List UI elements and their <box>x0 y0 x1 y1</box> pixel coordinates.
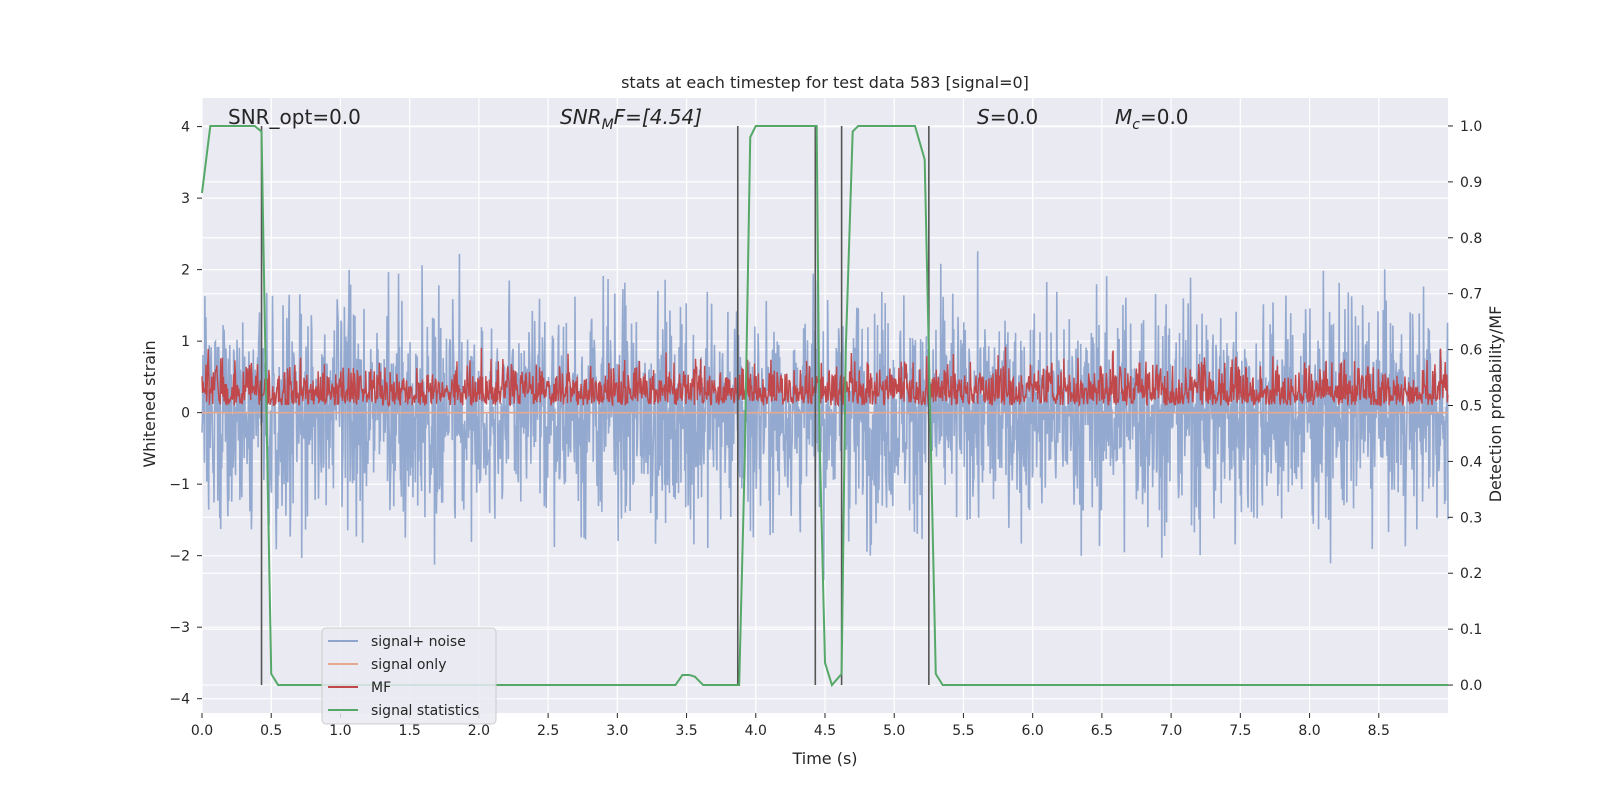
x-tick-label: 8.5 <box>1368 723 1390 739</box>
x-tick-label: 7.5 <box>1229 723 1251 739</box>
series-signal-noise-line <box>201 251 1449 581</box>
y2-tick-label: 0.5 <box>1460 399 1482 415</box>
legend-label-signal-statistics: signal statistics <box>371 703 479 719</box>
x-tick-label: 6.5 <box>1091 723 1113 739</box>
y-tick-label: 4 <box>181 120 190 136</box>
y-tick-label: 3 <box>181 191 190 207</box>
legend-label-mf: MF <box>371 680 391 696</box>
y-tick-label: 2 <box>181 263 190 279</box>
y-tick-label: −4 <box>169 692 190 708</box>
x-tick-label: 0.5 <box>260 723 282 739</box>
x-tick-label: 5.0 <box>883 723 905 739</box>
x-tick-label: 7.0 <box>1160 723 1182 739</box>
x-tick-label: 1.5 <box>399 723 421 739</box>
legend-label-signal-only: signal only <box>371 657 446 673</box>
y-axis-left: −4 −3 −2 −1 0 1 2 3 4 <box>169 120 202 708</box>
annotation-s: S=0.0 <box>977 105 1038 129</box>
x-tick-label: 8.0 <box>1298 723 1320 739</box>
y-tick-label: −2 <box>169 549 190 565</box>
legend-box <box>321 627 497 725</box>
x-axis-label: Time (s) <box>791 749 857 768</box>
x-axis: 0.0 0.5 1.0 1.5 2.0 2.5 3.0 3.5 4.0 4.5 5.0 5.5 6.0 6… <box>191 713 1390 739</box>
y2-tick-label: 0.8 <box>1460 231 1482 247</box>
x-tick-label: 3.5 <box>675 723 697 739</box>
signal-statistics-series <box>201 124 1448 688</box>
series-signal-statistics-line <box>201 124 1448 688</box>
y2-tick-label: 0.6 <box>1460 343 1482 359</box>
y2-axis-label: Detection probability/MF <box>1486 306 1505 503</box>
series-mf-line <box>201 346 1449 408</box>
x-tick-label: 4.0 <box>745 723 767 739</box>
y2-tick-label: 0.1 <box>1460 622 1482 638</box>
annotation-snr-mf: SNRMF=[4.54] <box>560 105 702 133</box>
x-tick-label: 0.0 <box>191 723 213 739</box>
vertical-lines <box>260 125 930 686</box>
y2-tick-label: 1.0 <box>1460 119 1482 135</box>
legend: signal+ noise signal only MF signal stat… <box>321 627 497 725</box>
x-tick-label: 2.5 <box>537 723 559 739</box>
y2-tick-label: 0.3 <box>1460 510 1482 526</box>
x-tick-label: 3.0 <box>606 723 628 739</box>
x-tick-label: 4.5 <box>814 723 836 739</box>
y2-tick-label: 0.7 <box>1460 287 1482 303</box>
x-tick-label: 5.5 <box>952 723 974 739</box>
y-axis-label: Whitened strain <box>140 340 159 467</box>
mf-series <box>201 346 1449 408</box>
x-tick-label: 2.0 <box>468 723 490 739</box>
legend-label-noise: signal+ noise <box>371 634 466 650</box>
y-tick-label: −1 <box>169 477 190 493</box>
y2-tick-label: 0.4 <box>1460 454 1482 470</box>
y2-tick-label: 0.2 <box>1460 566 1482 582</box>
y-tick-label: 0 <box>181 406 190 422</box>
x-tick-label: 1.0 <box>329 723 351 739</box>
x-tick-label: 6.0 <box>1022 723 1044 739</box>
annotation-mc: Mc=0.0 <box>1115 105 1189 133</box>
y2-tick-label: 0.0 <box>1460 678 1482 694</box>
y-tick-label: −3 <box>169 620 190 636</box>
noise-series <box>201 251 1449 581</box>
y-axis-right: 0.0 0.1 0.2 0.3 0.4 0.5 0.6 0.7 0.8 0.9 1.0 <box>1448 119 1482 694</box>
chart-title: stats at each timestep for test data 583… <box>621 73 1029 92</box>
y-tick-label: 1 <box>181 334 190 350</box>
y2-tick-label: 0.9 <box>1460 175 1482 191</box>
annotation-snr-opt: SNR_opt=0.0 <box>228 105 361 129</box>
